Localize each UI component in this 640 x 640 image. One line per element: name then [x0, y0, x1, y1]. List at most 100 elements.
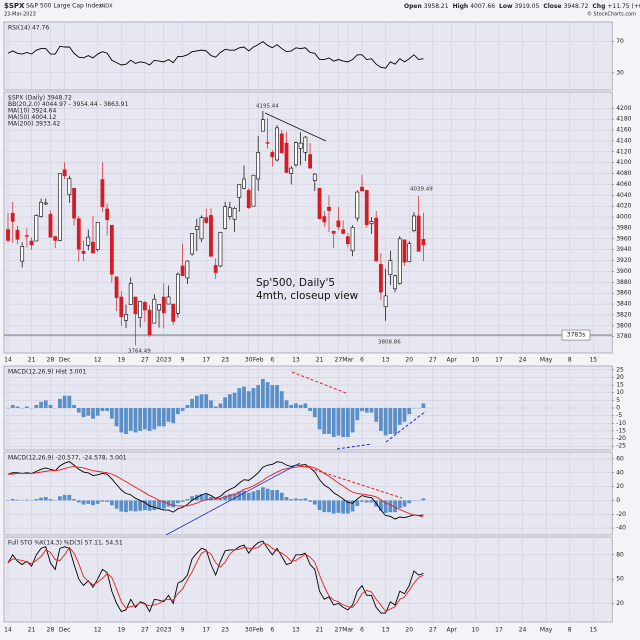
histogram-bar	[383, 500, 388, 513]
candle-body	[180, 265, 185, 277]
candle-body	[171, 303, 176, 322]
histogram-bar	[76, 500, 81, 503]
x-tick-label: May	[540, 357, 553, 364]
candle-body	[402, 239, 407, 263]
y-tick-label: 30	[616, 69, 624, 76]
histogram-bar	[143, 408, 147, 430]
x-tick-label: 19	[117, 627, 125, 634]
x-tick-label: 17	[202, 357, 210, 364]
histogram-bar	[322, 500, 327, 513]
series-line	[8, 466, 424, 518]
histogram-bar	[284, 400, 289, 408]
x-tick-label: 23	[221, 357, 229, 364]
y-tick-label: 3960	[616, 235, 631, 242]
histogram-bar	[261, 487, 265, 501]
y-tick-label: 3980	[616, 224, 631, 231]
candle-body	[355, 191, 360, 219]
quote-label: Low	[499, 3, 513, 10]
candle-body	[20, 246, 25, 262]
histogram-bar	[105, 408, 110, 412]
histogram-bar	[62, 395, 67, 408]
x-tick-label: 24	[519, 627, 527, 634]
candle-body	[24, 235, 29, 237]
histogram-bar	[119, 500, 124, 512]
histogram-bar	[407, 408, 412, 415]
y-tick-label: -10	[616, 420, 626, 427]
x-tick-label: Feb	[253, 357, 264, 364]
histogram-bar	[152, 408, 157, 430]
x-tick-label: 6	[270, 627, 274, 634]
histogram-bar	[407, 500, 412, 504]
x-tick-label: 2023	[156, 627, 171, 634]
candle-body	[345, 236, 350, 245]
candle-body	[260, 119, 265, 132]
trend-line	[165, 462, 301, 536]
candle-body	[152, 298, 157, 324]
x-tick-label: Mar	[342, 627, 354, 634]
histogram-bar	[246, 391, 251, 408]
histogram-bar	[275, 490, 279, 501]
histogram-bar	[180, 500, 185, 502]
histogram-bar	[128, 500, 133, 511]
candle-body	[67, 178, 72, 196]
quote-label: High	[453, 3, 469, 10]
histogram-bar	[109, 408, 114, 419]
candle-body	[204, 217, 209, 223]
legend-entry: RSI(14) 47.76	[8, 25, 49, 32]
histogram-bar	[284, 496, 289, 501]
candle-body	[76, 218, 81, 250]
histogram-bar	[39, 497, 43, 501]
trend-line	[299, 464, 403, 499]
candle-body	[298, 142, 303, 149]
candle-body	[279, 133, 284, 154]
histogram-bar	[43, 400, 48, 408]
histogram-bar	[91, 408, 95, 419]
candle-body	[58, 173, 62, 241]
histogram-bar	[336, 500, 341, 513]
histogram-bar	[279, 492, 284, 501]
y-tick-label: 3840	[616, 301, 631, 308]
candle-body	[364, 190, 369, 225]
histogram-bar	[242, 490, 246, 501]
candle-body	[185, 260, 190, 279]
histogram-bar	[246, 492, 251, 501]
histogram-bar	[360, 500, 364, 502]
x-tick-label: 27	[141, 627, 149, 634]
candle-body	[109, 224, 114, 275]
candle-body	[246, 190, 251, 209]
histogram-bar	[138, 500, 143, 511]
y-tick-label: 40	[616, 469, 624, 476]
histogram-bar	[86, 500, 91, 504]
candle-body	[53, 236, 58, 241]
candle-body	[383, 295, 388, 308]
y-tick-label: 20	[616, 483, 624, 490]
histogram-bar	[227, 494, 232, 501]
candle-body	[157, 304, 161, 311]
x-tick-label: 2023	[156, 357, 171, 364]
histogram-bar	[355, 408, 360, 421]
histogram-bar	[100, 500, 105, 502]
candle-body	[34, 215, 39, 242]
candle-body	[199, 217, 204, 240]
candle-body	[256, 152, 261, 180]
histogram-bar	[15, 406, 20, 408]
histogram-bar	[360, 408, 364, 412]
histogram-bar	[379, 500, 383, 511]
histogram-bar	[355, 500, 360, 506]
x-tick-label: 6	[270, 357, 274, 364]
x-tick-label: 27	[429, 627, 437, 634]
x-tick-label: 13	[292, 357, 300, 364]
plot-area	[3, 91, 613, 354]
histogram-bar	[62, 494, 67, 501]
symbol: $SPX	[4, 2, 25, 10]
histogram-bar	[91, 500, 95, 506]
x-tick-label: 27	[335, 357, 343, 364]
candle-body	[166, 296, 171, 305]
candle-body	[124, 314, 128, 321]
histogram-bar	[331, 500, 336, 514]
plot-area	[3, 451, 613, 536]
x-tick-label: 13	[292, 627, 300, 634]
candle-body	[105, 208, 110, 221]
candle-body	[265, 142, 270, 144]
histogram-bar	[81, 408, 86, 418]
